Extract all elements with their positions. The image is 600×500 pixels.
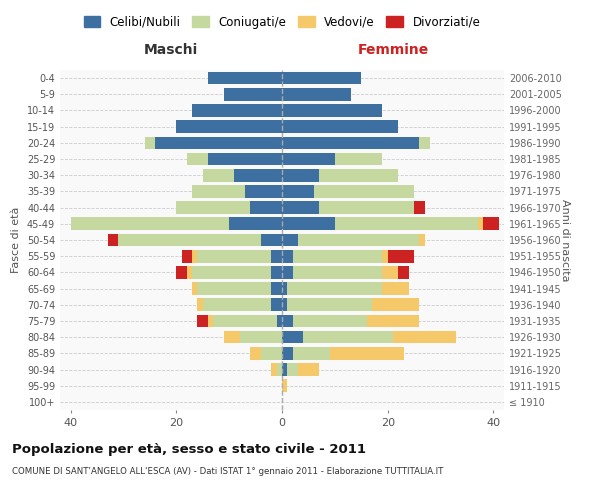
Bar [182, 250, 192, 262]
Bar [107, 234, 118, 246]
Bar [388, 250, 414, 262]
Bar [282, 363, 287, 376]
Bar [261, 347, 282, 360]
Bar [145, 136, 155, 149]
Text: Femmine: Femmine [358, 43, 428, 57]
Bar [208, 152, 282, 166]
Bar [71, 218, 229, 230]
Bar [282, 185, 314, 198]
Bar [282, 72, 361, 85]
Bar [419, 136, 430, 149]
Bar [478, 218, 483, 230]
Bar [224, 88, 282, 101]
Bar [203, 169, 235, 181]
Bar [282, 331, 303, 344]
Bar [287, 298, 372, 311]
Bar [282, 202, 319, 214]
Bar [282, 88, 351, 101]
Bar [229, 218, 282, 230]
Bar [282, 152, 335, 166]
Bar [192, 104, 282, 117]
Bar [282, 104, 382, 117]
Bar [293, 347, 329, 360]
Bar [192, 250, 197, 262]
Bar [367, 314, 419, 328]
Bar [271, 363, 277, 376]
Bar [419, 234, 425, 246]
Legend: Celibi/Nubili, Coniugati/e, Vedovi/e, Divorziati/e: Celibi/Nubili, Coniugati/e, Vedovi/e, Di… [79, 11, 485, 34]
Bar [282, 298, 287, 311]
Bar [282, 120, 398, 133]
Bar [203, 298, 271, 311]
Bar [176, 120, 282, 133]
Bar [319, 169, 398, 181]
Bar [282, 282, 287, 295]
Bar [224, 331, 240, 344]
Bar [197, 314, 208, 328]
Bar [287, 363, 298, 376]
Bar [293, 314, 367, 328]
Bar [176, 202, 250, 214]
Bar [282, 347, 293, 360]
Bar [235, 169, 282, 181]
Bar [382, 250, 388, 262]
Text: Popolazione per età, sesso e stato civile - 2011: Popolazione per età, sesso e stato civil… [12, 442, 366, 456]
Bar [483, 218, 499, 230]
Bar [197, 282, 271, 295]
Bar [118, 234, 261, 246]
Bar [271, 298, 282, 311]
Bar [192, 185, 245, 198]
Bar [192, 266, 271, 278]
Bar [282, 136, 419, 149]
Y-axis label: Fasce di età: Fasce di età [11, 207, 21, 273]
Bar [250, 202, 282, 214]
Bar [298, 363, 319, 376]
Text: COMUNE DI SANT'ANGELO ALL'ESCA (AV) - Dati ISTAT 1° gennaio 2011 - Elaborazione : COMUNE DI SANT'ANGELO ALL'ESCA (AV) - Da… [12, 468, 443, 476]
Text: Maschi: Maschi [144, 43, 198, 57]
Bar [282, 380, 287, 392]
Bar [298, 234, 419, 246]
Bar [271, 282, 282, 295]
Bar [277, 314, 282, 328]
Bar [382, 266, 398, 278]
Bar [282, 218, 335, 230]
Bar [213, 314, 277, 328]
Bar [282, 234, 298, 246]
Bar [282, 250, 293, 262]
Bar [398, 266, 409, 278]
Bar [282, 169, 319, 181]
Bar [271, 266, 282, 278]
Bar [303, 331, 393, 344]
Bar [372, 298, 419, 311]
Bar [335, 152, 382, 166]
Bar [329, 347, 404, 360]
Bar [197, 298, 203, 311]
Bar [293, 266, 382, 278]
Bar [319, 202, 414, 214]
Bar [382, 282, 409, 295]
Y-axis label: Anni di nascita: Anni di nascita [560, 198, 570, 281]
Bar [282, 266, 293, 278]
Bar [271, 250, 282, 262]
Bar [393, 331, 457, 344]
Bar [176, 266, 187, 278]
Bar [245, 185, 282, 198]
Bar [187, 152, 208, 166]
Bar [155, 136, 282, 149]
Bar [414, 202, 425, 214]
Bar [277, 363, 282, 376]
Bar [282, 314, 293, 328]
Bar [287, 282, 382, 295]
Bar [250, 347, 261, 360]
Bar [314, 185, 414, 198]
Bar [187, 266, 192, 278]
Bar [208, 72, 282, 85]
Bar [240, 331, 282, 344]
Bar [208, 314, 213, 328]
Bar [335, 218, 478, 230]
Bar [261, 234, 282, 246]
Bar [197, 250, 271, 262]
Bar [192, 282, 197, 295]
Bar [293, 250, 382, 262]
